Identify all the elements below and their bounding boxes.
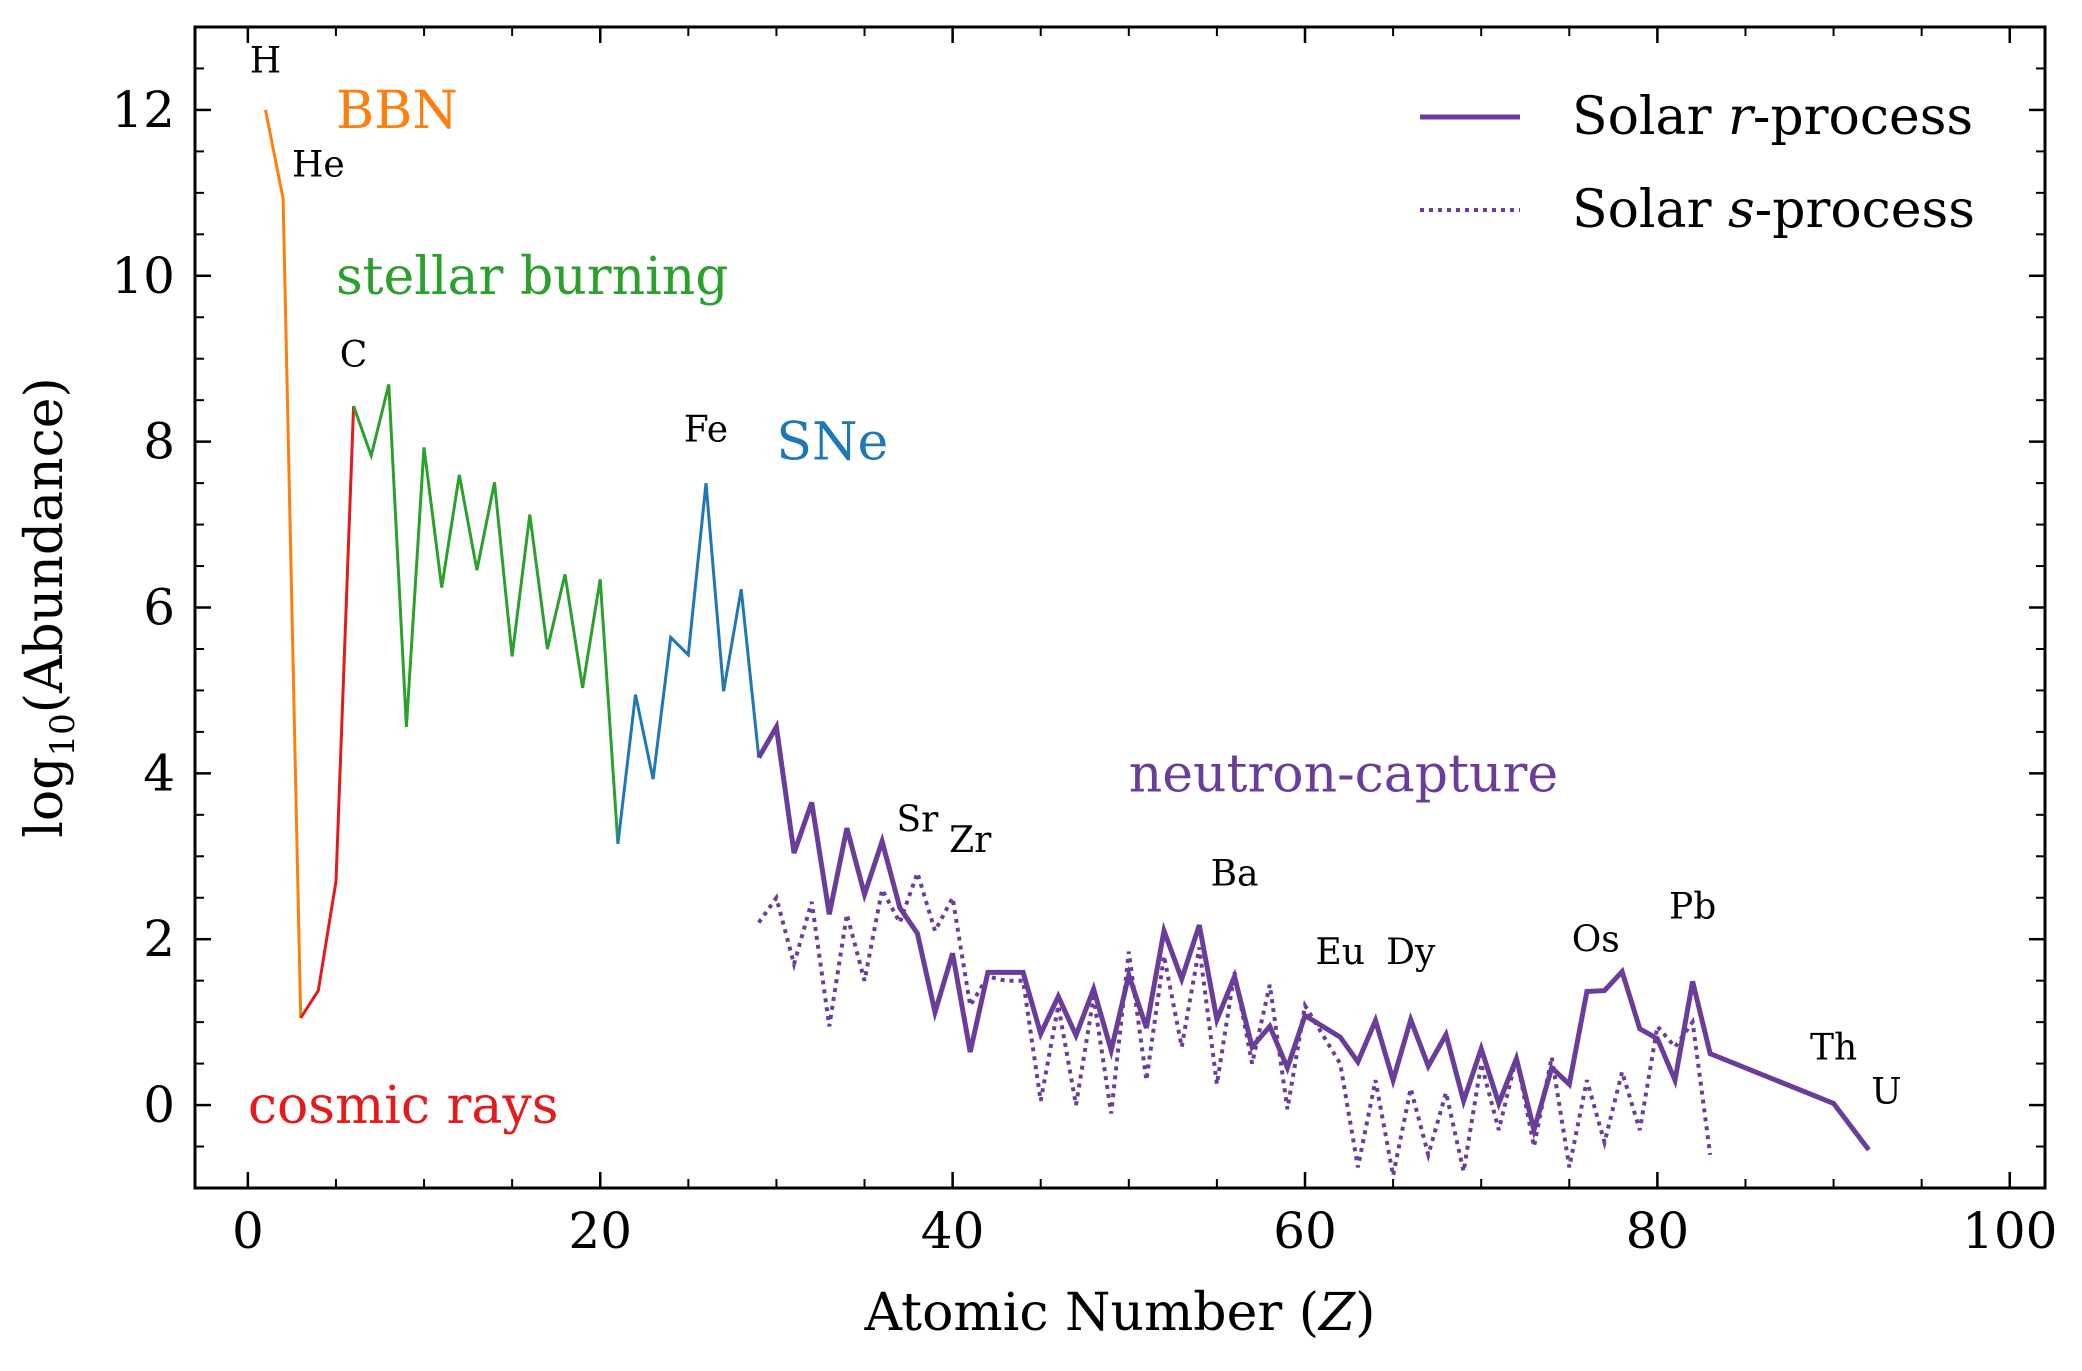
region-label-stellar-burning: stellar burning bbox=[336, 247, 729, 307]
x-tick-label: 60 bbox=[1273, 1202, 1337, 1260]
region-label-cosmic-rays: cosmic rays bbox=[248, 1076, 559, 1136]
series-line-stellar bbox=[352, 384, 620, 844]
element-label-th: Th bbox=[1810, 1027, 1857, 1068]
y-tick-label: 0 bbox=[143, 1076, 175, 1134]
y-axis-label-sub: 10 bbox=[43, 713, 83, 756]
x-tick-label: 20 bbox=[568, 1202, 632, 1260]
y-tick-label: 6 bbox=[143, 579, 175, 637]
series-layer bbox=[264, 109, 1871, 1176]
element-label-pb: Pb bbox=[1669, 886, 1716, 927]
region-label-sne: SNe bbox=[776, 413, 888, 473]
x-axis-label-text: Atomic Number ( bbox=[864, 1283, 1319, 1343]
y-tick-label: 2 bbox=[143, 910, 175, 968]
x-tick-label: 40 bbox=[921, 1202, 985, 1260]
series-line-bbn bbox=[264, 109, 303, 1019]
element-label-eu: Eu bbox=[1316, 932, 1365, 973]
axis-ticks: 0 20 40 60 80 100 0 2 4 6 8 10 12 bbox=[111, 26, 2057, 1260]
x-axis-label-close: ) bbox=[1355, 1283, 1375, 1343]
x-axis-label-var: Z bbox=[1317, 1283, 1356, 1343]
y-axis-label: log10(Abundance) bbox=[15, 377, 83, 838]
y-axis-label-log: log bbox=[15, 757, 75, 838]
x-tick-label: 100 bbox=[1962, 1202, 2057, 1260]
element-label-ba: Ba bbox=[1211, 853, 1259, 894]
element-label-fe: Fe bbox=[684, 410, 728, 451]
y-tick-label: 10 bbox=[111, 247, 175, 305]
element-label-c: C bbox=[340, 335, 368, 376]
series-line-sne bbox=[616, 482, 761, 844]
legend-label-s: Solar s-process bbox=[1572, 180, 1975, 240]
region-label-neutron-capture: neutron-capture bbox=[1129, 744, 1558, 804]
series-line-r bbox=[756, 719, 1871, 1152]
element-label-he: He bbox=[292, 144, 345, 185]
y-tick-label: 12 bbox=[111, 81, 175, 139]
legend-label-r: Solar r-process bbox=[1572, 87, 1973, 147]
element-label-dy: Dy bbox=[1386, 932, 1436, 973]
series-line-cosmic bbox=[299, 405, 356, 1019]
x-axis-label: Atomic Number (Z) bbox=[864, 1283, 1376, 1343]
element-label-sr: Sr bbox=[896, 799, 939, 840]
element-label-os: Os bbox=[1572, 920, 1620, 961]
element-label-h: H bbox=[250, 41, 281, 82]
region-label-bbn: BBN bbox=[336, 81, 458, 141]
y-axis-label-rest: (Abundance) bbox=[15, 377, 75, 713]
element-label-u: U bbox=[1871, 1071, 1901, 1112]
y-tick-label: 4 bbox=[143, 744, 175, 802]
series-line-s bbox=[757, 866, 1713, 1176]
x-tick-label: 80 bbox=[1626, 1202, 1690, 1260]
y-tick-label: 8 bbox=[143, 413, 175, 471]
legend: Solar r-process Solar s-process bbox=[1420, 87, 1975, 240]
x-tick-label: 0 bbox=[232, 1202, 264, 1260]
element-label-zr: Zr bbox=[949, 820, 992, 861]
